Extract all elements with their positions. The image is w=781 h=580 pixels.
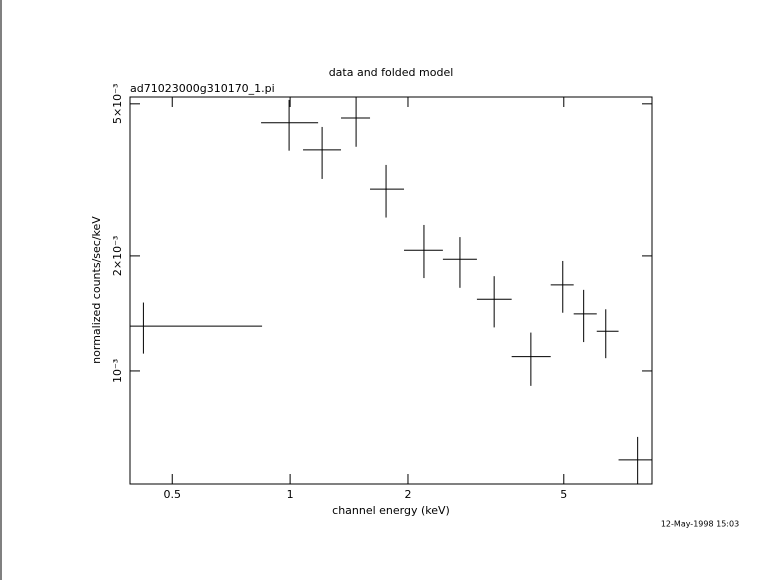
y-axis-label: normalized counts/sec/keV	[90, 216, 103, 364]
chart-title: data and folded model	[329, 66, 454, 79]
x-tick-label: 0.5	[163, 488, 181, 501]
y-tick-label: 2×10⁻³	[111, 236, 124, 276]
x-tick-label: 2	[404, 488, 411, 501]
file-label: ad71023000g310170_1.pi	[130, 82, 275, 95]
plot-frame	[129, 96, 653, 485]
x-axis-label: channel energy (keV)	[332, 504, 450, 517]
x-tick-label: 1	[287, 488, 294, 501]
y-tick-label: 10⁻³	[111, 359, 124, 383]
marks	[130, 97, 652, 484]
y-tick-label: 5×10⁻³	[111, 84, 124, 124]
x-tick-label: 5	[560, 488, 567, 501]
timestamp: 12-May-1998 15:03	[661, 520, 739, 529]
